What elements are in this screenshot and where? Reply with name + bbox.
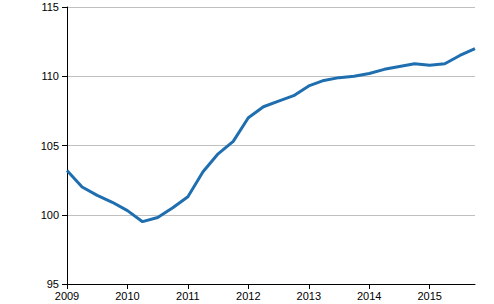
- svg-text:2015: 2015: [417, 290, 441, 302]
- svg-text:2009: 2009: [55, 290, 79, 302]
- svg-text:2014: 2014: [357, 290, 381, 302]
- svg-text:115: 115: [41, 1, 59, 13]
- svg-text:2012: 2012: [236, 290, 260, 302]
- svg-text:2011: 2011: [176, 290, 200, 302]
- svg-text:110: 110: [41, 70, 59, 82]
- svg-text:2010: 2010: [115, 290, 139, 302]
- svg-text:105: 105: [41, 140, 59, 152]
- svg-text:2013: 2013: [297, 290, 321, 302]
- svg-text:100: 100: [41, 209, 59, 221]
- svg-text:95: 95: [47, 278, 59, 290]
